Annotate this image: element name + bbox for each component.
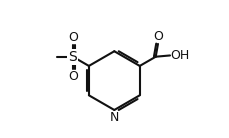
Text: OH: OH: [170, 49, 189, 62]
Text: N: N: [109, 111, 118, 124]
Text: O: O: [68, 70, 77, 83]
Text: S: S: [68, 50, 77, 64]
Text: O: O: [68, 31, 77, 44]
Text: O: O: [152, 30, 162, 43]
